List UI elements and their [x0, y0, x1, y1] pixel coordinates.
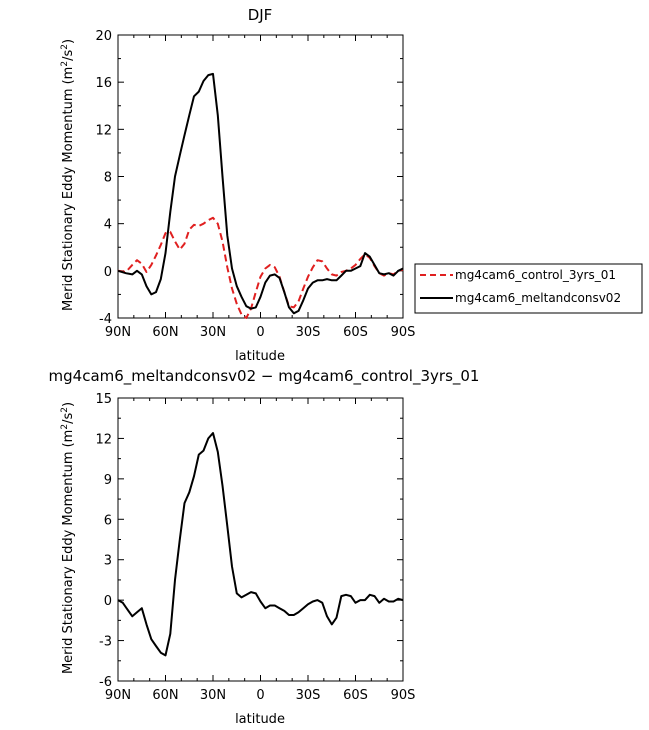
bottom-ytick-label: 9	[104, 473, 112, 488]
top-xtick-label: 30S	[296, 325, 321, 340]
bottom-chart: mg4cam6_meltandconsv02 − mg4cam6_control…	[49, 367, 480, 727]
bottom-xtick-label: 30N	[200, 688, 226, 703]
bottom-xtick-label: 30S	[296, 688, 321, 703]
top-xtick-label: 90S	[391, 325, 416, 340]
top-xtick-label: 90N	[105, 325, 131, 340]
bottom-ytick-label: 15	[95, 392, 112, 407]
top-chart-title: DJF	[248, 6, 273, 24]
top-ytick-label: 12	[95, 123, 112, 138]
top-series-line-1	[117, 72, 404, 315]
top-xtick-label: 0	[256, 325, 264, 340]
top-xtick-label: 60N	[152, 325, 178, 340]
bottom-xtick-label: 90N	[105, 688, 131, 703]
bottom-ytick-label: 6	[104, 513, 112, 528]
top-chart-ylabel: Merid Stationary Eddy Momentum (m2/s2)	[60, 39, 76, 311]
top-chart: DJF 90N 60N 30N 0 30S 60S 90S -4 0 4 8 12 16 20 latit…	[60, 6, 643, 364]
bottom-xtick-label: 90S	[391, 688, 416, 703]
bottom-xtick-label: 60N	[152, 688, 178, 703]
top-chart-axes: 90N 60N 30N 0 30S 60S 90S -4 0 4 8 12 16 20	[95, 29, 415, 340]
bottom-chart-ylabel: Merid Stationary Eddy Momentum (m2/s2)	[60, 402, 76, 674]
bottom-chart-title: mg4cam6_meltandconsv02 − mg4cam6_control…	[49, 367, 480, 386]
top-ytick-label: 8	[104, 171, 112, 186]
top-xtick-label: 30N	[200, 325, 226, 340]
top-xtick-label: 60S	[343, 325, 368, 340]
top-ytick-label: 4	[104, 218, 112, 233]
top-chart-series	[117, 72, 404, 319]
bottom-ytick-label: 12	[95, 432, 112, 447]
legend-label-control: mg4cam6_control_3yrs_01	[455, 268, 616, 282]
top-chart-xlabel: latitude	[235, 349, 285, 364]
bottom-xtick-label: 0	[256, 688, 264, 703]
bottom-chart-frame	[117, 397, 404, 682]
bottom-chart-axes: 90N 60N 30N 0 30S 60S 90S -6 -3 0 3 6 9 12 15	[95, 392, 415, 703]
bottom-series-line-0	[117, 432, 404, 657]
bottom-ytick-label: -6	[99, 675, 112, 690]
bottom-chart-xlabel: latitude	[235, 712, 285, 727]
bottom-xtick-label: 60S	[343, 688, 368, 703]
legend-box	[414, 263, 643, 314]
top-ytick-label: 0	[104, 265, 112, 280]
top-series-line-0	[117, 216, 404, 319]
top-ytick-label: -4	[99, 312, 112, 327]
top-ytick-label: 20	[95, 29, 112, 44]
top-chart-legend: mg4cam6_control_3yrs_01 mg4cam6_meltandc…	[414, 263, 643, 314]
bottom-chart-series	[117, 432, 404, 657]
bottom-ytick-label: 3	[104, 554, 112, 569]
bottom-ytick-label: -3	[99, 635, 112, 650]
top-ytick-label: 16	[95, 76, 112, 91]
bottom-ytick-label: 0	[104, 594, 112, 609]
legend-label-melt: mg4cam6_meltandconsv02	[455, 291, 621, 305]
